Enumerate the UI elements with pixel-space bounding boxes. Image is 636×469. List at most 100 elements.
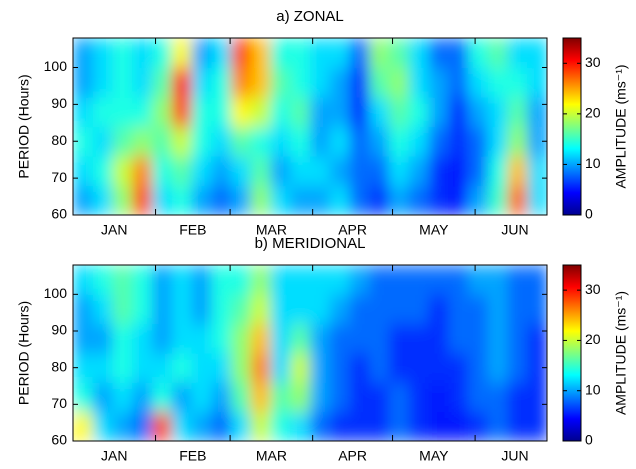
heatmap-cell — [468, 67, 489, 98]
heatmap-cell — [389, 97, 410, 128]
heatmap-cell — [487, 323, 509, 354]
heatmap-cell — [132, 156, 153, 187]
heatmap-cell — [369, 67, 390, 98]
heatmap-cell — [171, 126, 193, 157]
heatmap-cell — [171, 294, 193, 325]
heatmap-cell — [369, 185, 390, 215]
heatmap-cell — [171, 67, 193, 98]
heatmap-cell — [132, 353, 153, 383]
heatmap-cell — [171, 323, 193, 354]
heatmap-cell — [468, 126, 489, 157]
heatmap-cell — [507, 38, 528, 69]
heatmap-cell — [389, 126, 410, 157]
heatmap-cell — [468, 38, 489, 69]
heatmap-cell — [231, 126, 252, 157]
heatmap-cell — [507, 156, 528, 187]
panel-title: a) ZONAL — [276, 8, 344, 25]
heatmap-cell — [389, 67, 410, 98]
heatmap-cell — [231, 38, 252, 69]
heatmap-cell — [290, 38, 311, 69]
heatmap-cell — [73, 323, 94, 354]
x-tick-label: JAN — [101, 448, 127, 464]
heatmap-cell — [448, 382, 469, 413]
heatmap-cell — [112, 323, 133, 354]
heatmap-cell — [92, 353, 114, 383]
heatmap-cell — [507, 382, 528, 413]
heatmap-cell — [112, 67, 133, 98]
heatmap-cell — [250, 411, 272, 441]
heatmap-cell — [329, 126, 351, 157]
heatmap-cell — [290, 382, 311, 413]
heatmap-cell — [270, 156, 291, 187]
heatmap-cell — [408, 38, 430, 69]
heatmap-cell — [191, 126, 212, 157]
heatmap-cell — [527, 67, 547, 98]
heatmap-cell — [73, 411, 94, 441]
heatmap-cell — [428, 411, 449, 441]
heatmap-cell — [408, 353, 430, 383]
heatmap-cell — [152, 126, 173, 157]
heatmap-cell — [329, 382, 351, 413]
heatmap-cell — [507, 126, 528, 157]
heatmap-cell — [389, 353, 410, 383]
heatmap-cell — [428, 353, 449, 383]
heatmap-cell — [310, 265, 331, 295]
heatmap-cell — [487, 38, 509, 69]
heatmap-cell — [448, 411, 469, 441]
y-axis-label: PERIOD (Hours) — [16, 301, 32, 405]
heatmap-cell — [408, 126, 430, 157]
colorbar-tick-label: 0 — [585, 432, 593, 448]
heatmap-cell — [349, 353, 370, 383]
heatmap-cell — [349, 126, 370, 157]
heatmap-cell — [112, 185, 133, 215]
heatmap-cell — [191, 323, 212, 354]
heatmap-cell — [329, 156, 351, 187]
heatmap-cell — [428, 265, 449, 295]
heatmap-cell — [231, 156, 252, 187]
heatmap-cell — [527, 97, 547, 128]
heatmap-cell — [349, 185, 370, 215]
heatmap-cell — [132, 323, 153, 354]
heatmap-cell — [112, 382, 133, 413]
colorbar-tick-label: 10 — [585, 381, 601, 397]
heatmap-cell — [369, 411, 390, 441]
heatmap-cell — [329, 97, 351, 128]
heatmap-cell — [349, 411, 370, 441]
heatmap-cell — [527, 126, 547, 157]
heatmap-cell — [408, 185, 430, 215]
heatmap-cell — [250, 353, 272, 383]
heatmap-cell — [132, 265, 153, 295]
heatmap-cell — [389, 294, 410, 325]
heatmap-cell — [171, 97, 193, 128]
heatmap-cell — [290, 411, 311, 441]
heatmap-cell — [448, 265, 469, 295]
heatmap-cell — [270, 38, 291, 69]
heatmap-cell — [231, 265, 252, 295]
heatmap-cell — [211, 265, 232, 295]
x-tick-label: APR — [338, 448, 367, 464]
heatmap-cell — [408, 156, 430, 187]
heatmap-cell — [428, 97, 449, 128]
heatmap-cell — [231, 353, 252, 383]
heatmap-cell — [112, 126, 133, 157]
heatmap-cell — [349, 156, 370, 187]
heatmap-cell — [152, 323, 173, 354]
heatmap-cell — [507, 294, 528, 325]
heatmap-cell — [389, 185, 410, 215]
heatmap-cell — [487, 265, 509, 295]
heatmap-cell — [152, 156, 173, 187]
heatmap-cell — [290, 323, 311, 354]
heatmap-cell — [448, 323, 469, 354]
heatmap-cell — [211, 67, 232, 98]
heatmap-cell — [527, 156, 547, 187]
heatmap-cell — [408, 411, 430, 441]
y-tick-label: 60 — [51, 206, 67, 222]
heatmap-cell — [73, 294, 94, 325]
heatmap-cell — [250, 97, 272, 128]
heatmap-cell — [310, 67, 331, 98]
heatmap-cell — [389, 411, 410, 441]
heatmap-cell — [428, 185, 449, 215]
y-tick-label: 90 — [51, 95, 67, 111]
heatmap-cell — [487, 97, 509, 128]
heatmap-cell — [250, 38, 272, 69]
